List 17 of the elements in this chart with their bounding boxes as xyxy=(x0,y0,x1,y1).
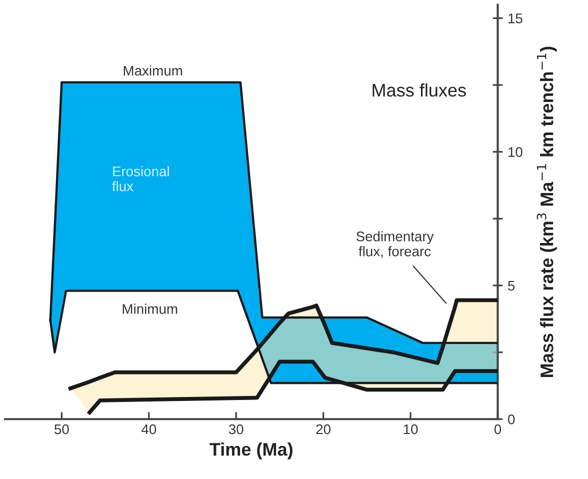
y-axis-title: Mass flux rate (km$^{3}$ Ma$^{−1}$ km trench$^{−1}$) xyxy=(536,46,557,377)
annotation: Maximum xyxy=(124,65,182,76)
x-tick-label: 40 xyxy=(141,424,156,434)
annotation: Erosional flux xyxy=(112,166,169,192)
x-tick-label: 30 xyxy=(228,424,244,434)
x-axis-title: Time (Ma) xyxy=(210,442,292,460)
annotation: Sedimentary flux, forearc xyxy=(356,231,434,258)
y-tick-label: 0 xyxy=(508,414,515,424)
annotation: Minimum xyxy=(122,304,178,314)
y-tick-label: 10 xyxy=(508,147,522,157)
x-tick-label: 20 xyxy=(316,424,330,434)
y-tick-label: 5 xyxy=(508,280,515,291)
x-tick-label: 50 xyxy=(54,424,69,434)
x-tick-label: 10 xyxy=(404,424,418,434)
x-tick-label: 0 xyxy=(494,424,502,434)
y-tick-label: 15 xyxy=(508,14,522,24)
annotation: Mass fluxes xyxy=(372,83,466,97)
